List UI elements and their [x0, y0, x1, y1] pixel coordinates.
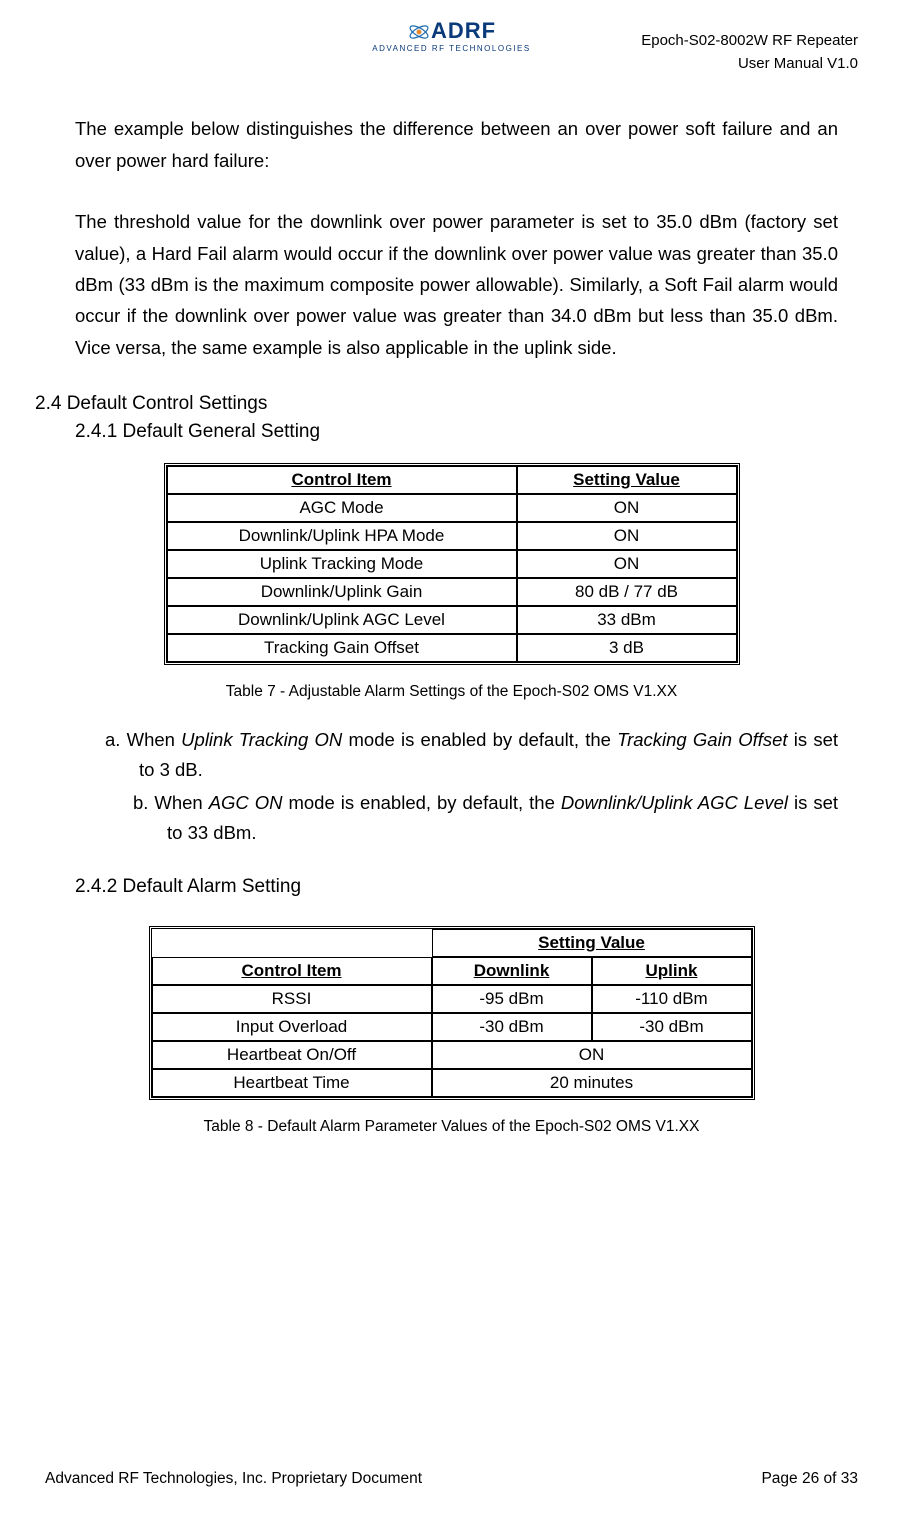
logo-subtext: ADVANCED RF TECHNOLOGIES — [372, 45, 530, 53]
intro-paragraph-2: The threshold value for the downlink ove… — [75, 206, 838, 363]
notes-list: a. When Uplink Tracking ON mode is enabl… — [105, 725, 838, 847]
table-cell: 33 dBm — [517, 606, 737, 634]
table-cell: Downlink/Uplink Gain — [167, 578, 517, 606]
intro-paragraph-1: The example below distinguishes the diff… — [75, 113, 838, 176]
note-italic: Tracking Gain Offset — [617, 729, 787, 750]
section-2-4: 2.4 Default Control Settings — [35, 393, 858, 415]
table-row: Input Overload -30 dBm -30 dBm — [152, 1013, 752, 1041]
logo: ADRF ADVANCED RF TECHNOLOGIES — [372, 20, 530, 53]
table-cell: 80 dB / 77 dB — [517, 578, 737, 606]
table-cell: Downlink/Uplink AGC Level — [167, 606, 517, 634]
table-cell: Heartbeat Time — [152, 1069, 432, 1097]
table-header: Setting Value — [517, 466, 737, 494]
table-cell: 20 minutes — [432, 1069, 752, 1097]
table-cell: ON — [432, 1041, 752, 1069]
empty-cell — [152, 929, 432, 957]
note-italic: AGC ON — [209, 792, 283, 813]
header-right: Epoch-S02-8002W RF Repeater User Manual … — [641, 30, 858, 75]
table-7: Control Item Setting Value AGC ModeON Do… — [164, 463, 740, 665]
page-footer: Advanced RF Technologies, Inc. Proprieta… — [45, 1470, 858, 1488]
table-cell: Downlink/Uplink HPA Mode — [167, 522, 517, 550]
table-cell: Heartbeat On/Off — [152, 1041, 432, 1069]
table-header: Control Item — [167, 466, 517, 494]
note-text: mode is enabled by default, the — [342, 729, 617, 750]
logo-icon — [407, 21, 431, 43]
table-row: Heartbeat Time 20 minutes — [152, 1069, 752, 1097]
table-row: Tracking Gain Offset3 dB — [167, 634, 737, 662]
logo-text: ADRF — [431, 18, 496, 43]
table-row: Downlink/Uplink HPA ModeON — [167, 522, 737, 550]
table-cell: RSSI — [152, 985, 432, 1013]
table-cell: ON — [517, 550, 737, 578]
table-header: Downlink — [432, 957, 592, 985]
table-cell: Tracking Gain Offset — [167, 634, 517, 662]
table-row: Control Item Downlink Uplink — [152, 957, 752, 985]
table-7-caption: Table 7 - Adjustable Alarm Settings of t… — [45, 683, 858, 701]
note-text: b. When — [133, 792, 209, 813]
table-cell: AGC Mode — [167, 494, 517, 522]
table-8: Setting Value Control Item Downlink Upli… — [149, 926, 755, 1100]
table-cell: ON — [517, 494, 737, 522]
section-2-4-1: 2.4.1 Default General Setting — [75, 421, 858, 443]
manual-line: User Manual V1.0 — [641, 53, 858, 76]
table-8-caption: Table 8 - Default Alarm Parameter Values… — [45, 1118, 858, 1136]
table-header: Control Item — [152, 957, 432, 985]
note-italic: Downlink/Uplink AGC Level — [561, 792, 788, 813]
table-cell: Uplink Tracking Mode — [167, 550, 517, 578]
table-cell: Input Overload — [152, 1013, 432, 1041]
table-row: Control Item Setting Value — [167, 466, 737, 494]
table-cell: -30 dBm — [592, 1013, 752, 1041]
page-header: ADRF ADVANCED RF TECHNOLOGIES Epoch-S02-… — [45, 20, 858, 53]
note-text: mode is enabled, by default, the — [283, 792, 561, 813]
footer-left: Advanced RF Technologies, Inc. Proprieta… — [45, 1470, 422, 1488]
note-b: b. When AGC ON mode is enabled, by defau… — [105, 788, 838, 847]
table-cell: -110 dBm — [592, 985, 752, 1013]
table-row: AGC ModeON — [167, 494, 737, 522]
table-row: Downlink/Uplink AGC Level33 dBm — [167, 606, 737, 634]
logo-main: ADRF — [372, 20, 530, 43]
table-cell: -30 dBm — [432, 1013, 592, 1041]
note-a: a. When Uplink Tracking ON mode is enabl… — [105, 725, 838, 784]
table-cell: -95 dBm — [432, 985, 592, 1013]
note-text: a. When — [105, 729, 181, 750]
note-italic: Uplink Tracking ON — [181, 729, 342, 750]
page-container: ADRF ADVANCED RF TECHNOLOGIES Epoch-S02-… — [0, 0, 903, 1526]
table-row: Uplink Tracking ModeON — [167, 550, 737, 578]
table-cell: ON — [517, 522, 737, 550]
table-row: RSSI -95 dBm -110 dBm — [152, 985, 752, 1013]
table-cell: 3 dB — [517, 634, 737, 662]
table-row: Heartbeat On/Off ON — [152, 1041, 752, 1069]
table-header: Setting Value — [432, 929, 752, 957]
table-row: Downlink/Uplink Gain80 dB / 77 dB — [167, 578, 737, 606]
table-header: Uplink — [592, 957, 752, 985]
section-2-4-2: 2.4.2 Default Alarm Setting — [75, 876, 858, 898]
product-line: Epoch-S02-8002W RF Repeater — [641, 30, 858, 53]
table-row: Setting Value — [152, 929, 752, 957]
footer-right: Page 26 of 33 — [761, 1470, 858, 1488]
